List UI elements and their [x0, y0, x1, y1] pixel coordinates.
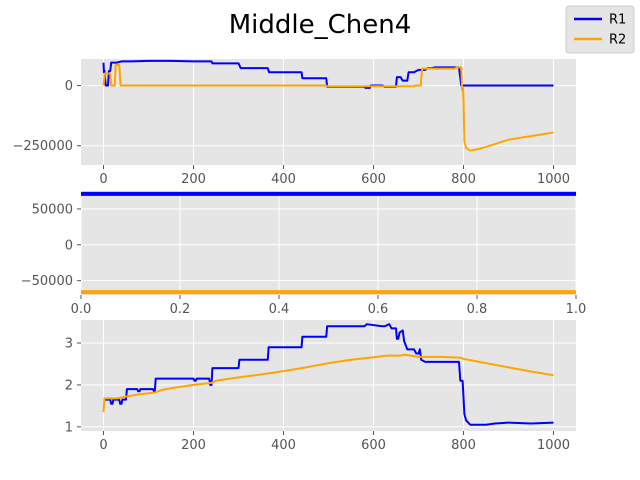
plot-background — [81, 59, 576, 165]
x-tick-label: 1.0 — [566, 302, 587, 317]
series-line-r2 — [102, 353, 554, 413]
series-line-r1 — [102, 59, 554, 89]
x-tick-label: 400 — [271, 172, 296, 187]
x-tick-label: 800 — [451, 172, 476, 187]
y-tick-label: 3 — [65, 337, 73, 352]
series-group — [102, 323, 554, 426]
x-tick-label: 800 — [451, 438, 476, 453]
x-tick-label: 600 — [361, 438, 386, 453]
x-tick-label: 0.6 — [368, 302, 389, 317]
y-tick-label: −50000 — [21, 274, 73, 289]
x-tick-label: 200 — [181, 438, 206, 453]
legend-label-r1: R1 — [609, 13, 626, 28]
series-line-r1 — [103, 323, 554, 426]
x-tick-label: 0.0 — [71, 302, 92, 317]
x-tick-label: 600 — [361, 172, 386, 187]
y-tick-label: 1 — [65, 420, 73, 435]
x-tick-label: 0.8 — [467, 302, 488, 317]
series-group — [102, 59, 554, 152]
y-tick-label: 0 — [65, 79, 73, 94]
y-tick-label: 50000 — [32, 202, 73, 217]
x-tick-label: 0 — [99, 172, 107, 187]
x-tick-label: 1000 — [537, 172, 570, 187]
subplot-2: 0.0 0.2 0.4 0.6 0.8 1.0 50000 0 −50000 — [21, 191, 587, 317]
x-tick-label: 0 — [99, 438, 107, 453]
legend-label-r2: R2 — [609, 33, 626, 48]
plot-background — [81, 320, 576, 431]
x-tick-label: 1000 — [537, 438, 570, 453]
x-tick-label: 0.2 — [170, 302, 191, 317]
subplot-3: 0 200 400 600 800 1000 3 2 1 — [65, 320, 576, 453]
subplot-1: 0 200 400 600 800 1000 0 −250000 — [12, 59, 576, 187]
series-line-r2 — [102, 64, 554, 152]
x-tick-label: 0.4 — [269, 302, 290, 317]
chart-title: Middle_Chen4 — [229, 10, 412, 40]
y-tick-label: 2 — [65, 378, 73, 393]
x-tick-label: 400 — [271, 438, 296, 453]
x-tick-label: 200 — [181, 172, 206, 187]
plot-background — [81, 191, 576, 295]
y-tick-label: 0 — [65, 238, 73, 253]
y-tick-label: −250000 — [12, 139, 73, 154]
series-group — [81, 191, 576, 295]
